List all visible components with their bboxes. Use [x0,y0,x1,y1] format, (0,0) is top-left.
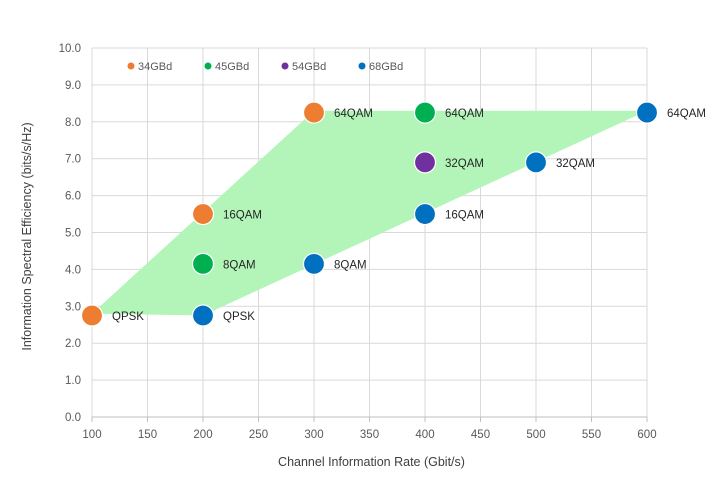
data-label: 8QAM [334,259,367,271]
x-tick-label: 250 [249,429,268,441]
legend: 34GBd 45GBd 54GBd 68GBd [127,61,403,73]
region-layer [92,110,647,316]
feasible-region [92,110,647,316]
y-tick-label: 2.0 [65,338,81,350]
data-label: 64QAM [667,108,706,120]
y-tick-label: 3.0 [65,301,81,313]
legend-label: 54GBd [292,61,326,73]
legend-marker-45gbd [204,62,212,70]
data-point-45gbd [191,252,215,275]
y-tick-label: 0.0 [65,412,81,424]
legend-label: 45GBd [215,61,249,73]
x-tick-label: 200 [193,429,212,441]
y-tick-label: 8.0 [65,117,81,129]
x-axis-title: Channel Information Rate (Gbit/s) [278,455,465,469]
axes: 100 150 200 250 300 350 400 450 500 550 600 0.0 1.0 2… [59,43,657,441]
y-axis-title: Information Spectral Efficiency (bits/s/… [20,122,34,350]
y-tick-label: 9.0 [65,80,81,92]
data-point-34gbd [302,101,326,124]
legend-marker-34gbd [127,62,135,70]
x-tick-label: 600 [637,429,656,441]
data-label: 8QAM [223,259,256,271]
x-tick-label: 400 [415,429,434,441]
point-labels-layer: QPSK 16QAM 64QAM 8QAM 64QAM 32QAM QPSK 8QAM 16QA… [112,108,706,323]
y-tick-label: 7.0 [65,154,81,166]
legend-label: 34GBd [138,61,172,73]
legend-marker-54gbd [281,62,289,70]
data-point-68gbd [524,151,548,174]
data-point-54gbd [413,151,437,174]
x-tick-label: 500 [526,429,545,441]
y-tick-label: 4.0 [65,264,81,276]
data-label: 64QAM [334,108,373,120]
x-tick-label: 450 [471,429,490,441]
x-tick-label: 100 [82,429,101,441]
data-point-45gbd [413,101,437,124]
data-point-34gbd [80,304,104,327]
x-tick-label: 350 [360,429,379,441]
x-tick-label: 300 [304,429,323,441]
data-label: 16QAM [223,210,262,222]
data-label: 64QAM [445,108,484,120]
x-tick-label: 550 [582,429,601,441]
data-point-34gbd [191,202,215,226]
data-point-68gbd [191,304,215,327]
data-label: QPSK [112,311,144,323]
y-tick-label: 5.0 [65,228,81,240]
data-label: QPSK [223,311,255,323]
y-tick-label: 6.0 [65,191,81,203]
y-tick-label: 1.0 [65,375,81,387]
data-label: 32QAM [556,158,595,170]
data-label: 32QAM [445,158,484,170]
data-point-68gbd [302,252,326,275]
points-layer [80,101,659,327]
legend-marker-68gbd [358,62,366,70]
legend-label: 68GBd [369,61,403,73]
x-tick-label: 150 [138,429,157,441]
data-point-68gbd [413,202,437,226]
data-label: 16QAM [445,210,484,222]
y-tick-label: 10.0 [59,43,81,55]
data-point-68gbd [635,101,659,124]
